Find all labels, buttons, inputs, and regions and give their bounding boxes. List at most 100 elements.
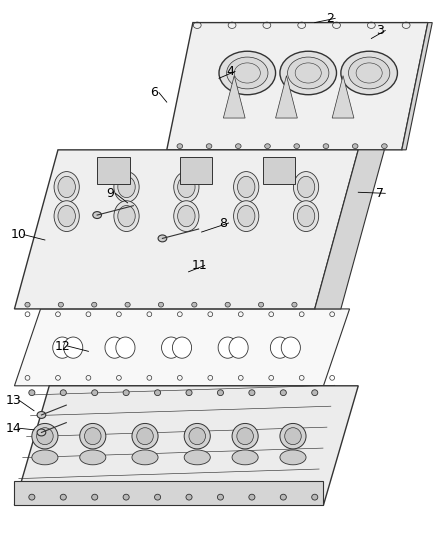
Polygon shape	[402, 22, 432, 150]
Ellipse shape	[280, 494, 286, 500]
Text: 2: 2	[326, 12, 334, 25]
Ellipse shape	[217, 390, 223, 395]
Ellipse shape	[159, 302, 163, 307]
Polygon shape	[14, 150, 358, 309]
Ellipse shape	[125, 302, 130, 307]
Ellipse shape	[58, 206, 75, 227]
Ellipse shape	[60, 390, 66, 395]
Ellipse shape	[288, 57, 329, 89]
Ellipse shape	[93, 212, 102, 219]
Ellipse shape	[177, 144, 183, 149]
Ellipse shape	[58, 302, 64, 307]
Ellipse shape	[178, 176, 195, 198]
Ellipse shape	[118, 176, 135, 198]
Ellipse shape	[184, 423, 210, 449]
Ellipse shape	[132, 450, 158, 465]
Ellipse shape	[114, 172, 139, 203]
Ellipse shape	[292, 302, 297, 307]
Ellipse shape	[114, 201, 139, 231]
Ellipse shape	[280, 450, 306, 465]
Ellipse shape	[92, 390, 98, 395]
Ellipse shape	[293, 201, 319, 231]
Ellipse shape	[53, 337, 72, 358]
Ellipse shape	[280, 390, 286, 395]
Ellipse shape	[173, 337, 191, 358]
Text: 8: 8	[219, 216, 227, 230]
Ellipse shape	[297, 176, 315, 198]
Ellipse shape	[352, 144, 358, 149]
Ellipse shape	[285, 427, 301, 445]
Ellipse shape	[158, 235, 167, 242]
Ellipse shape	[178, 206, 195, 227]
Ellipse shape	[105, 337, 124, 358]
Ellipse shape	[174, 201, 199, 231]
Ellipse shape	[381, 144, 387, 149]
FancyBboxPatch shape	[180, 157, 212, 184]
Ellipse shape	[92, 302, 97, 307]
Ellipse shape	[58, 176, 75, 198]
Ellipse shape	[249, 390, 255, 395]
FancyBboxPatch shape	[97, 157, 130, 184]
Ellipse shape	[233, 172, 259, 203]
Ellipse shape	[312, 494, 318, 500]
Ellipse shape	[237, 206, 255, 227]
Ellipse shape	[225, 302, 230, 307]
Polygon shape	[14, 481, 323, 505]
Polygon shape	[223, 76, 245, 118]
Ellipse shape	[37, 429, 46, 436]
Ellipse shape	[54, 172, 79, 203]
Ellipse shape	[118, 206, 135, 227]
Ellipse shape	[219, 51, 276, 95]
Ellipse shape	[116, 337, 135, 358]
Ellipse shape	[162, 337, 181, 358]
Ellipse shape	[236, 144, 241, 149]
Ellipse shape	[312, 390, 318, 395]
Ellipse shape	[280, 51, 336, 95]
Ellipse shape	[206, 144, 212, 149]
Text: 11: 11	[191, 259, 207, 272]
Ellipse shape	[32, 450, 58, 465]
Ellipse shape	[132, 423, 158, 449]
Polygon shape	[167, 22, 428, 150]
Polygon shape	[276, 76, 297, 118]
Ellipse shape	[32, 423, 58, 449]
Polygon shape	[14, 386, 358, 505]
Polygon shape	[332, 76, 354, 118]
Ellipse shape	[294, 144, 300, 149]
Ellipse shape	[226, 57, 268, 89]
Polygon shape	[315, 150, 385, 309]
Ellipse shape	[218, 337, 237, 358]
Ellipse shape	[85, 427, 101, 445]
Ellipse shape	[341, 51, 397, 95]
Ellipse shape	[80, 423, 106, 449]
Ellipse shape	[325, 302, 330, 307]
Ellipse shape	[232, 423, 258, 449]
Ellipse shape	[281, 337, 300, 358]
Ellipse shape	[293, 172, 319, 203]
Ellipse shape	[349, 57, 390, 89]
Text: 3: 3	[376, 24, 384, 37]
Ellipse shape	[237, 427, 253, 445]
Ellipse shape	[37, 427, 53, 445]
Ellipse shape	[123, 494, 129, 500]
Ellipse shape	[280, 423, 306, 449]
Text: 4: 4	[226, 65, 234, 78]
Ellipse shape	[60, 494, 66, 500]
Text: 6: 6	[150, 86, 158, 99]
Ellipse shape	[155, 494, 161, 500]
Ellipse shape	[323, 144, 329, 149]
Ellipse shape	[297, 206, 315, 227]
Ellipse shape	[25, 302, 30, 307]
Ellipse shape	[232, 450, 258, 465]
Ellipse shape	[229, 337, 248, 358]
Ellipse shape	[37, 411, 46, 418]
Ellipse shape	[29, 390, 35, 395]
Ellipse shape	[217, 494, 223, 500]
Ellipse shape	[249, 494, 255, 500]
Polygon shape	[14, 309, 350, 386]
Ellipse shape	[92, 494, 98, 500]
Ellipse shape	[237, 176, 255, 198]
Ellipse shape	[186, 494, 192, 500]
Ellipse shape	[174, 172, 199, 203]
Ellipse shape	[29, 494, 35, 500]
